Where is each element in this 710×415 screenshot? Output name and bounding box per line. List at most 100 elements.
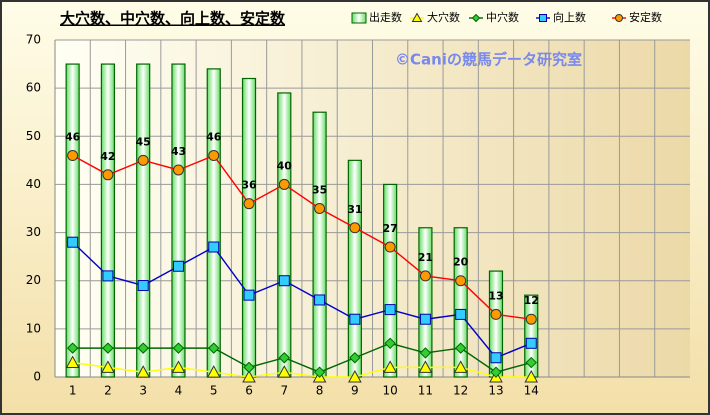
x-tick-label: 5 <box>210 384 218 398</box>
data-label: 35 <box>312 184 327 197</box>
marker <box>243 289 255 301</box>
y-tick-label: 10 <box>26 321 41 335</box>
marker <box>454 342 467 354</box>
marker <box>67 150 79 162</box>
marker <box>172 260 184 272</box>
data-label: 43 <box>171 145 186 158</box>
marker <box>349 222 361 234</box>
marker <box>65 355 80 369</box>
marker <box>490 352 502 364</box>
watermark: ©Caniの競馬データ研究室 <box>395 51 582 69</box>
bar <box>418 227 433 378</box>
marker <box>136 365 151 378</box>
x-tick-label: 10 <box>382 384 397 398</box>
x-tick-label: 11 <box>418 384 433 398</box>
legend-label: 中穴数 <box>486 10 519 24</box>
marker <box>490 366 502 378</box>
bar <box>65 63 80 378</box>
legend-label: 大穴数 <box>427 10 460 24</box>
marker <box>349 313 361 325</box>
y-tick-label: 0 <box>33 370 41 384</box>
marker <box>490 308 502 320</box>
marker <box>419 347 432 359</box>
marker <box>277 365 292 378</box>
marker <box>384 337 396 350</box>
legend-label: 出走数 <box>369 10 402 24</box>
legend-marker <box>471 13 481 23</box>
marker <box>208 150 220 162</box>
legend-marker <box>411 12 423 22</box>
bar <box>277 92 292 378</box>
marker <box>208 342 220 354</box>
bar <box>171 63 186 378</box>
line <box>72 241 532 359</box>
marker <box>418 360 433 373</box>
data-label: 36 <box>241 179 257 192</box>
marker <box>243 361 255 374</box>
marker <box>419 270 431 282</box>
line <box>72 361 532 378</box>
marker <box>525 313 537 325</box>
data-label: 13 <box>488 289 503 302</box>
marker <box>137 280 149 292</box>
bar <box>312 111 327 378</box>
data-label: 46 <box>65 131 81 144</box>
y-tick-label: 30 <box>26 225 41 239</box>
legend-swatch <box>351 12 367 24</box>
data-label: 31 <box>347 203 362 216</box>
x-tick-label: 13 <box>488 384 503 398</box>
y-tick-label: 20 <box>26 273 41 287</box>
marker <box>384 241 396 253</box>
data-label: 40 <box>277 159 293 172</box>
x-tick-label: 2 <box>104 384 112 398</box>
legend-label: 向上数 <box>553 10 586 24</box>
bar <box>383 183 398 378</box>
data-label: 46 <box>206 131 222 144</box>
data-label: 12 <box>524 294 539 307</box>
bar <box>347 159 362 378</box>
marker <box>384 304 396 316</box>
bar <box>136 63 151 378</box>
marker <box>102 169 114 181</box>
legend-marker <box>539 14 547 22</box>
marker <box>172 342 185 354</box>
marker <box>348 369 362 383</box>
x-tick-label: 6 <box>245 384 253 398</box>
legend-marker <box>615 14 623 22</box>
x-tick-label: 7 <box>280 384 288 398</box>
marker <box>455 275 467 287</box>
chart-title: 大穴数、中穴数、向上数、安定数 <box>60 10 286 28</box>
marker <box>102 342 114 354</box>
marker <box>208 241 220 253</box>
x-tick-label: 3 <box>139 384 147 398</box>
marker <box>455 308 467 320</box>
marker <box>349 352 361 364</box>
marker <box>172 164 184 176</box>
x-tick-label: 1 <box>69 384 77 398</box>
y-tick-label: 50 <box>26 129 41 143</box>
marker <box>278 352 291 364</box>
marker <box>67 236 79 248</box>
data-label: 42 <box>100 150 115 163</box>
marker <box>243 198 255 210</box>
marker <box>314 203 326 214</box>
marker <box>278 178 290 190</box>
line <box>72 342 532 373</box>
data-label: 20 <box>453 256 469 269</box>
marker <box>102 270 114 282</box>
marker <box>171 360 186 373</box>
bar <box>241 77 257 378</box>
bar <box>100 63 116 378</box>
data-label: 21 <box>418 251 433 264</box>
x-tick-label: 14 <box>524 384 539 398</box>
marker <box>206 365 221 378</box>
marker <box>66 342 79 354</box>
bar <box>206 68 221 378</box>
x-tick-label: 12 <box>453 384 468 398</box>
x-tick-label: 4 <box>175 384 183 398</box>
marker <box>137 342 149 354</box>
x-tick-label: 9 <box>351 384 359 398</box>
marker <box>314 294 326 306</box>
marker <box>278 275 290 287</box>
